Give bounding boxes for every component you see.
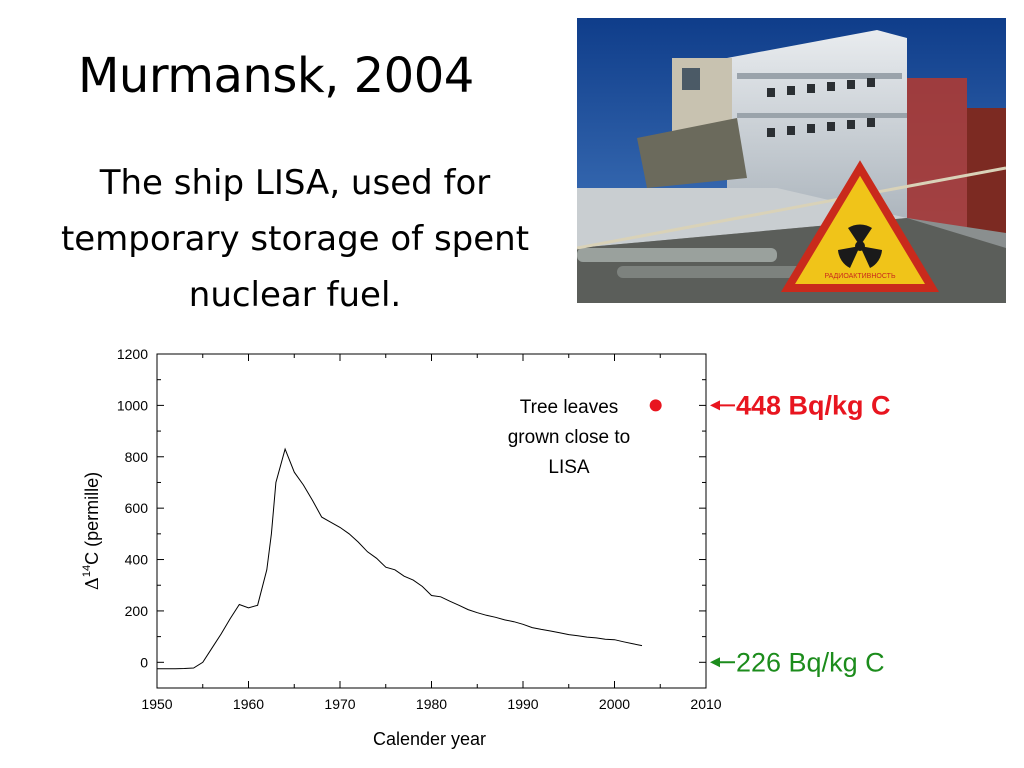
- ship-photo: РАДИОАКТИВНОСТЬ: [577, 18, 1006, 303]
- right-label-448-arrow-head: [710, 400, 720, 411]
- series-line-0: [157, 447, 643, 670]
- plot-frame: [156, 353, 707, 689]
- x-tick-label: 1970: [324, 696, 355, 712]
- y-tick-label: 400: [125, 552, 149, 568]
- right-label-226: 226 Bq/kg C: [736, 647, 885, 677]
- annotation-text-line: grown close to: [508, 427, 631, 448]
- y-tick-label: 800: [125, 449, 149, 465]
- y-tick-label: 0: [140, 654, 148, 670]
- slide-title: Murmansk, 2004: [78, 48, 474, 104]
- annotation-text-line: Tree leaves: [520, 397, 619, 418]
- y-tick-label: 1000: [117, 397, 148, 413]
- y-tick-label: 200: [125, 603, 149, 619]
- x-tick-label: 1950: [141, 696, 172, 712]
- x-axis-label: Calender year: [373, 729, 486, 749]
- plot-area: 1950 1960 1970 1980 1990 2000 2010 0 200 400 600 80…: [81, 346, 891, 749]
- annotation-text-line: LISA: [548, 457, 590, 478]
- annotation-point: [649, 399, 662, 412]
- x-tick-label: 2000: [599, 696, 630, 712]
- y-axis-label: Δ14C (permille): [81, 472, 103, 590]
- x-tick-label: 1980: [416, 696, 447, 712]
- right-label-448: 448 Bq/kg C: [736, 390, 891, 420]
- y-tick-label: 1200: [117, 346, 148, 362]
- ship-photo-illustration: РАДИОАКТИВНОСТЬ: [577, 18, 1006, 303]
- x-tick-label: 2010: [690, 696, 721, 712]
- y-tick-label: 600: [125, 500, 149, 516]
- x-tick-label: 1990: [507, 696, 538, 712]
- right-label-226-arrow-head: [710, 657, 720, 668]
- x-tick-label: 1960: [233, 696, 264, 712]
- slide-body-text: The ship LISA, used for temporary storag…: [60, 163, 530, 315]
- chart: 1950 1960 1970 1980 1990 2000 2010 0 200 400 600 80…: [81, 346, 891, 749]
- warning-sign-text: РАДИОАКТИВНОСТЬ: [824, 273, 895, 280]
